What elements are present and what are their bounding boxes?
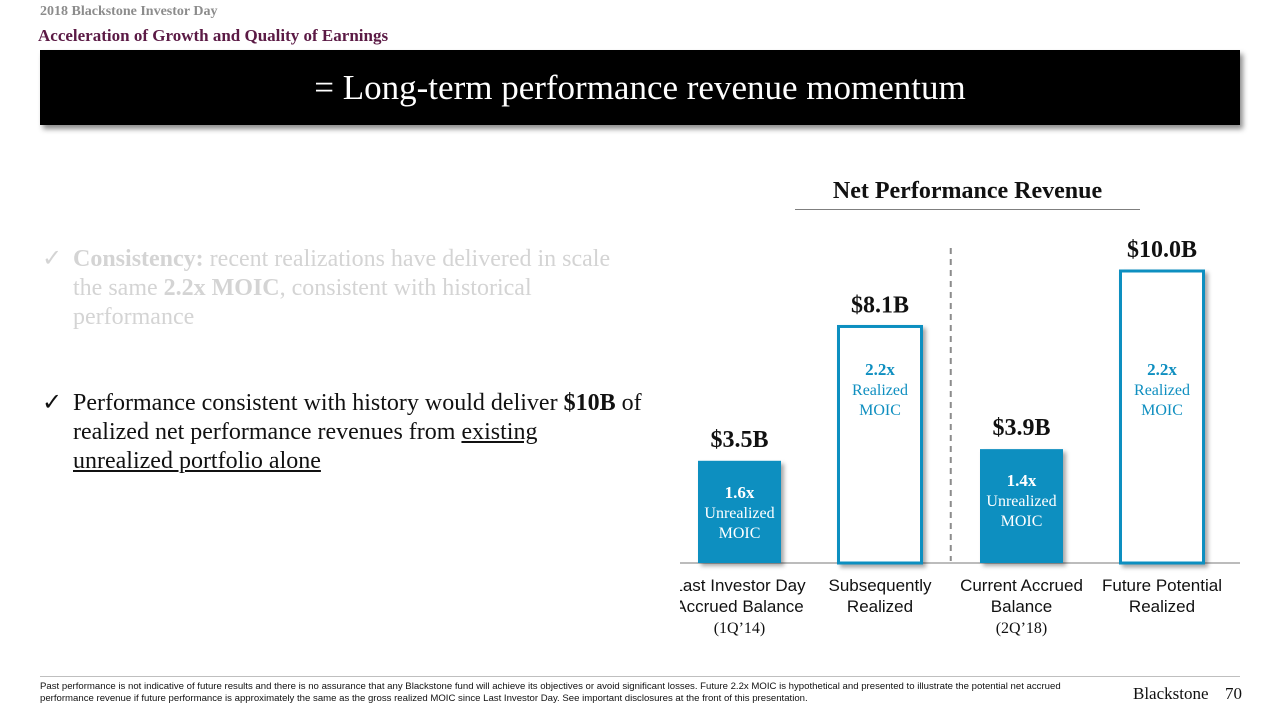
title-banner: = Long-term performance revenue momentum xyxy=(40,50,1240,125)
bullet-text: of realized net performance revenues fro… xyxy=(73,390,642,445)
moic-label: Unrealized xyxy=(986,493,1056,510)
bullet-bold: Consistency: xyxy=(73,246,204,272)
slide-title: = Long-term performance revenue momentum xyxy=(314,67,966,107)
moic-label: Realized xyxy=(852,382,908,399)
bullet-text: recent realizations have delivered in sc… xyxy=(73,246,611,301)
page-number: 70 xyxy=(1225,684,1242,703)
bullet-bold: $10B xyxy=(563,390,616,416)
disclaimer: Past performance is not indicative of fu… xyxy=(40,681,1061,704)
bar xyxy=(837,324,923,565)
category-label: (2Q’18) xyxy=(996,620,1048,637)
moic-label: Unrealized xyxy=(704,505,774,522)
bullet-consistency: ✓ Consistency: recent realizations have … xyxy=(42,245,642,332)
category-label: Last Investor Day xyxy=(680,576,806,595)
check-icon: ✓ xyxy=(42,390,63,416)
data-label: $3.5B xyxy=(710,427,768,453)
moic-label: 2.2x xyxy=(1147,360,1177,379)
bar xyxy=(980,449,1063,563)
data-label: $3.9B xyxy=(992,415,1050,441)
category-label: Balance xyxy=(991,597,1052,616)
section-title: Acceleration of Growth and Quality of Ea… xyxy=(38,26,389,45)
bar xyxy=(698,460,781,563)
data-label: $8.1B xyxy=(851,292,909,318)
chart-title: Net Performance Revenue xyxy=(795,178,1140,210)
bullet-text: , consistent with historical performance xyxy=(73,275,532,330)
bullet-performance: ✓ Performance consistent with history wo… xyxy=(42,389,642,476)
moic-label: Realized xyxy=(1134,382,1190,399)
bullet-underlined: existing unrealized portfolio alone xyxy=(73,419,538,474)
bar xyxy=(1119,269,1205,565)
category-label: Realized xyxy=(847,597,913,616)
moic-label: MOIC xyxy=(1001,513,1043,530)
brand-name: Blackstone xyxy=(1133,684,1209,703)
category-label: Realized xyxy=(1129,597,1195,616)
category-label: Current Accrued xyxy=(960,576,1083,595)
moic-label: 1.6x xyxy=(725,483,755,502)
moic-label: MOIC xyxy=(859,402,901,419)
event-label: 2018 Blackstone Investor Day xyxy=(40,4,218,19)
moic-label: MOIC xyxy=(1141,402,1183,419)
category-label: (1Q’14) xyxy=(714,620,766,637)
category-label: Future Potential xyxy=(1102,576,1222,595)
moic-label: MOIC xyxy=(719,525,761,542)
moic-label: 1.4x xyxy=(1007,471,1037,490)
bullet-text: Performance consistent with history woul… xyxy=(73,390,564,416)
moic-label: 2.2x xyxy=(865,360,895,379)
bar-chart: $3.5B 1.6x Unrealized MOIC Last Investor Day… xyxy=(680,237,1240,637)
bullet-bold: 2.2x MOIC xyxy=(163,275,280,301)
footer-divider xyxy=(40,676,1240,677)
data-label: $10.0B xyxy=(1127,237,1197,263)
category-label: Subsequently xyxy=(828,576,932,595)
category-label: Accrued Balance xyxy=(680,597,804,616)
check-icon: ✓ xyxy=(42,246,63,272)
